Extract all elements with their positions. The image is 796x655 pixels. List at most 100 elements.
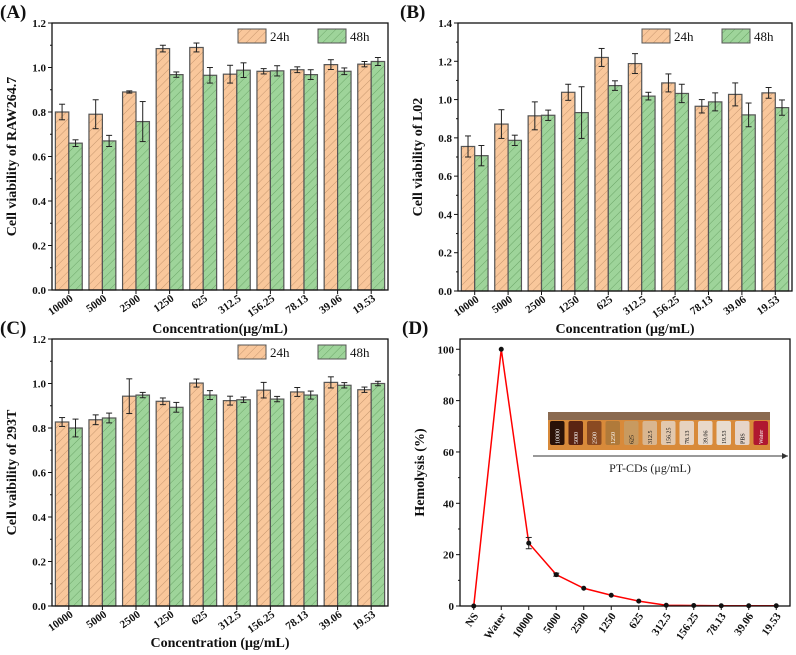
x-tick-label: 156.25 bbox=[650, 293, 682, 320]
bar-24h bbox=[155, 47, 171, 291]
y-tick-label: 0.6 bbox=[32, 468, 46, 480]
bar-48h bbox=[370, 382, 386, 607]
x-tick-label: NS bbox=[463, 611, 481, 629]
tube-label: 156.25 bbox=[666, 428, 672, 445]
data-point bbox=[608, 592, 614, 598]
x-tick-label: 10000 bbox=[452, 293, 482, 319]
x-tick-label: 5000 bbox=[84, 608, 109, 631]
x-tick-label: 39.06 bbox=[732, 610, 756, 638]
y-tick-label: 60 bbox=[443, 447, 455, 459]
y-tick-label: 1.0 bbox=[438, 95, 452, 107]
bar-48h bbox=[370, 60, 386, 291]
x-tick-label: 2500 bbox=[523, 293, 548, 316]
bar-24h bbox=[727, 93, 743, 292]
bar-24h bbox=[323, 381, 339, 607]
chart-panel-0: (A) 0.0 0.2 0.4 0.6 0.8 1.0 1.2 10000 5000 2500 125… bbox=[0, 2, 389, 337]
y-tick-label: 0.0 bbox=[32, 285, 46, 297]
y-tick-label: 1.0 bbox=[32, 379, 46, 391]
bar-48h bbox=[303, 74, 319, 291]
x-tick-label: 78.13 bbox=[284, 292, 312, 316]
x-tick-label: 156.25 bbox=[674, 610, 701, 642]
legend-swatch-48h bbox=[317, 344, 347, 360]
y-tick-label: 0.8 bbox=[32, 423, 46, 435]
bar-48h bbox=[741, 114, 756, 292]
bar-24h bbox=[460, 145, 476, 292]
tube-label: 2500 bbox=[592, 432, 598, 444]
x-tick-label: 2500 bbox=[118, 292, 143, 315]
y-tick-label: 0.8 bbox=[438, 133, 452, 145]
y-axis-label: Cell viability of RAW264.7 bbox=[5, 77, 20, 236]
y-tick-label: 1.2 bbox=[32, 18, 46, 30]
tube-label: 10000 bbox=[555, 429, 561, 444]
x-tick-label: 625 bbox=[595, 293, 616, 313]
bar-48h bbox=[269, 398, 285, 607]
y-tick-label: 1.0 bbox=[32, 63, 46, 75]
tube bbox=[605, 421, 620, 445]
y-tick-label: 1.4 bbox=[438, 18, 452, 30]
y-tick-label: 0.0 bbox=[438, 286, 452, 298]
y-tick-label: 0.2 bbox=[32, 241, 46, 253]
bar-24h bbox=[323, 64, 339, 291]
x-tick-label: 19.53 bbox=[755, 293, 783, 317]
y-tick-label: 0.4 bbox=[438, 209, 452, 221]
bar-24h bbox=[761, 92, 776, 292]
x-tick-label: 10000 bbox=[46, 292, 76, 318]
tube bbox=[642, 421, 657, 445]
data-point bbox=[581, 585, 587, 591]
y-tick-label: 0.0 bbox=[32, 601, 46, 613]
plot-frame bbox=[51, 22, 389, 291]
panel-label: (B) bbox=[400, 2, 425, 23]
x-tick-label: 312.5 bbox=[621, 293, 649, 317]
legend-label: 48h bbox=[754, 29, 774, 44]
bar-48h bbox=[337, 70, 352, 291]
bar-24h bbox=[694, 105, 710, 292]
bar-24h bbox=[560, 91, 576, 292]
bar-48h bbox=[774, 107, 790, 292]
y-tick-label: 1.2 bbox=[438, 56, 452, 68]
bar-24h bbox=[121, 395, 137, 607]
bar-48h bbox=[574, 111, 589, 292]
x-tick-label: 39.06 bbox=[317, 608, 345, 632]
arrow-head-icon bbox=[782, 453, 788, 459]
bar-24h bbox=[121, 91, 137, 291]
x-tick-label: 312.5 bbox=[216, 608, 244, 632]
y-axis-label: Cell viability of L02 bbox=[411, 98, 426, 217]
inset-photo-top bbox=[548, 412, 770, 420]
tube bbox=[716, 421, 731, 445]
bar-24h bbox=[256, 389, 271, 607]
x-tick-label: 1250 bbox=[151, 608, 176, 631]
y-axis-label: Cell vaibility of 293T bbox=[5, 409, 20, 535]
x-tick-label: 78.13 bbox=[705, 610, 729, 638]
x-tick-label: 5000 bbox=[541, 610, 564, 635]
bar-48h bbox=[101, 417, 117, 607]
tube-label: PBS bbox=[740, 433, 746, 444]
bar-48h bbox=[236, 399, 251, 607]
bar-24h bbox=[289, 391, 305, 607]
legend-label: 24h bbox=[270, 345, 290, 360]
data-point bbox=[553, 572, 559, 578]
legend-swatch-24h bbox=[237, 344, 267, 360]
tube bbox=[698, 421, 713, 445]
bar-24h bbox=[54, 111, 70, 291]
y-axis-label: Hemolysis (%) bbox=[413, 428, 428, 517]
legend-label: 48h bbox=[350, 29, 370, 44]
bar-48h bbox=[474, 155, 489, 292]
bar-24h bbox=[222, 73, 238, 291]
x-tick-label: 1250 bbox=[151, 292, 176, 315]
legend-label: 24h bbox=[674, 29, 694, 44]
bar-24h bbox=[289, 69, 305, 291]
x-tick-label: 625 bbox=[627, 610, 647, 631]
tube bbox=[550, 421, 565, 445]
x-tick-label: 625 bbox=[190, 292, 211, 312]
bar-48h bbox=[68, 142, 83, 291]
bar-48h bbox=[135, 394, 151, 607]
legend-swatch-48h bbox=[317, 28, 347, 44]
y-tick-label: 0.2 bbox=[32, 557, 46, 569]
bar-24h bbox=[357, 389, 372, 607]
y-tick-label: 100 bbox=[438, 344, 455, 356]
panel-label: (A) bbox=[0, 2, 26, 23]
x-axis-label: Concentration (μg/mL) bbox=[556, 322, 695, 337]
tube bbox=[753, 421, 768, 445]
